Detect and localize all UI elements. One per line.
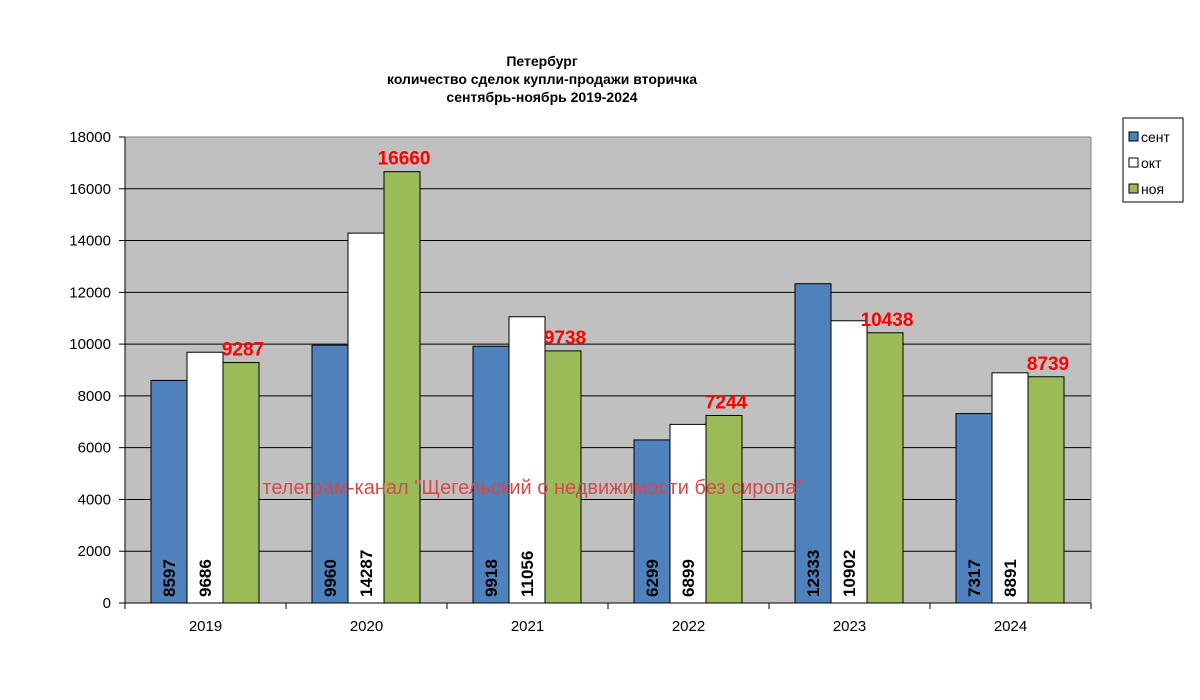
chart-title-line-1: Петербург	[506, 53, 577, 69]
data-label-сент-2023: 12333	[804, 550, 823, 597]
data-label-окт-2020: 14287	[357, 550, 376, 597]
x-axis-ticks: 2019 2020 2021 2022 2023 2024	[124, 603, 1092, 635]
data-label-сент-2020: 9960	[321, 559, 340, 597]
data-label-сент-2019: 8597	[160, 559, 179, 597]
data-label-ноя-2019: 9287	[222, 340, 264, 361]
data-label-ноя-2024: 8739	[1027, 354, 1069, 375]
data-labels: 8597 9686 9287 9960 14287 16660 9918 11056 9738 6…	[160, 149, 1069, 597]
bar-ноя-2022	[705, 414, 743, 604]
bar-ноя-2024	[1027, 376, 1065, 604]
bar-ноя-2019	[222, 362, 260, 604]
data-label-ноя-2020: 16660	[378, 149, 431, 170]
x-tick-label-2022: 2022	[672, 618, 705, 635]
y-tick-label: 2000	[78, 543, 111, 560]
x-tick-label-2024: 2024	[994, 618, 1027, 635]
bar-окт-2022	[669, 423, 707, 604]
data-label-окт-2024: 8891	[1001, 559, 1020, 597]
y-axis-ticks: 0 2000 4000 6000 8000 10000 12000 14000 16000 180…	[69, 129, 125, 612]
bar-сент-2021	[472, 345, 510, 604]
legend-swatch-сент	[1128, 131, 1139, 142]
data-label-окт-2023: 10902	[840, 550, 859, 597]
bar-сент-2022	[633, 439, 671, 604]
bar-ноя-2023	[866, 332, 904, 604]
y-tick-label: 4000	[78, 491, 111, 508]
data-label-ноя-2021: 9738	[544, 328, 586, 349]
legend-swatch-окт	[1128, 157, 1139, 168]
y-tick-label: 6000	[78, 440, 111, 457]
x-tick-label-2021: 2021	[511, 618, 544, 635]
data-label-сент-2021: 9918	[482, 559, 501, 597]
chart-title-line-2: количество сделок купли-продажи вторичка	[387, 71, 697, 87]
data-label-ноя-2022: 7244	[705, 392, 748, 413]
y-tick-label: 14000	[69, 233, 111, 250]
bars	[150, 171, 1065, 604]
y-tick-label: 16000	[69, 181, 111, 198]
legend: сент окт ноя	[1122, 117, 1184, 203]
x-tick-label-2020: 2020	[350, 618, 383, 635]
y-tick-label: 18000	[69, 129, 111, 146]
watermark-text: телеграм-канал "Щегельский о недвижимост…	[262, 477, 803, 499]
bar-окт-2024	[991, 372, 1029, 604]
bar-окт-2020	[347, 232, 385, 604]
x-tick-label-2023: 2023	[833, 618, 866, 635]
bar-окт-2021	[508, 316, 546, 604]
y-tick-label: 8000	[78, 388, 111, 405]
legend-label-окт: окт	[1141, 155, 1162, 171]
bar-ноя-2020	[383, 171, 421, 604]
data-label-ноя-2023: 10438	[861, 310, 914, 331]
data-label-окт-2021: 11056	[518, 551, 537, 597]
chart-title-line-3: сентябрь-ноябрь 2019-2024	[446, 89, 637, 105]
chart-title: Петербург количество сделок купли-продаж…	[387, 53, 697, 105]
data-label-сент-2022: 6299	[643, 559, 662, 597]
data-label-окт-2022: 6899	[679, 559, 698, 597]
legend-label-сент: сент	[1141, 129, 1171, 145]
x-tick-label-2019: 2019	[189, 618, 222, 635]
y-tick-label: 0	[103, 595, 111, 612]
data-label-окт-2019: 9686	[196, 559, 215, 597]
bar-сент-2023	[794, 283, 832, 604]
legend-swatch-ноя	[1128, 183, 1139, 194]
data-label-сент-2024: 7317	[965, 559, 984, 597]
y-tick-label: 10000	[69, 336, 111, 353]
bar-сент-2024	[955, 413, 993, 604]
legend-label-ноя: ноя	[1141, 181, 1164, 197]
bar-окт-2023	[830, 320, 868, 604]
y-tick-label: 12000	[69, 284, 111, 301]
bar-ноя-2021	[544, 350, 582, 604]
plot-area	[125, 137, 1091, 603]
